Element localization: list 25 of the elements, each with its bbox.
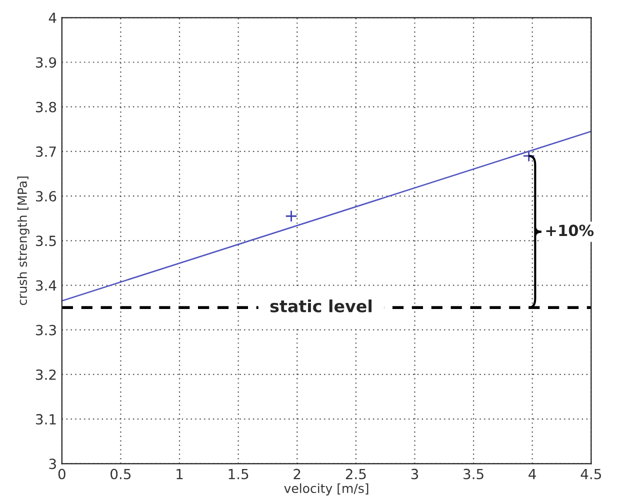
x-tick-label: 3.5 [464,468,484,480]
y-tick-label: 3.9 [36,57,56,68]
y-tick-label: 3.2 [36,369,56,380]
x-tick-label: 4.5 [580,468,601,480]
annotation: +10% [546,224,594,236]
x-tick-label: 1.5 [228,468,248,480]
x-axis-title: velocity [m/s] [284,483,368,496]
ref-line-label: static level [270,300,372,312]
y-tick-label: 3.1 [36,414,56,425]
x-tick-label: 2.5 [346,468,366,480]
x-tick-label: 2 [294,468,300,480]
y-tick-label: 3 [49,458,56,470]
x-tick-label: 1 [176,468,183,480]
y-tick-label: 3.7 [36,146,56,157]
y-tick-label: 3.4 [36,280,56,291]
x-tick-label: 0.5 [110,468,131,480]
x-tick-label: 3 [411,468,418,480]
y-tick-label: 3.5 [36,236,56,246]
y-tick-label: 4 [48,12,56,23]
y-tick-label: 3.3 [36,324,56,336]
x-tick-label: 0 [58,468,66,480]
y-axis-title: crush strength [MPa] [17,176,30,306]
x-tick-label: 4 [528,468,536,480]
y-tick-label: 3.8 [36,102,56,112]
y-tick-label: 3.6 [36,191,56,202]
